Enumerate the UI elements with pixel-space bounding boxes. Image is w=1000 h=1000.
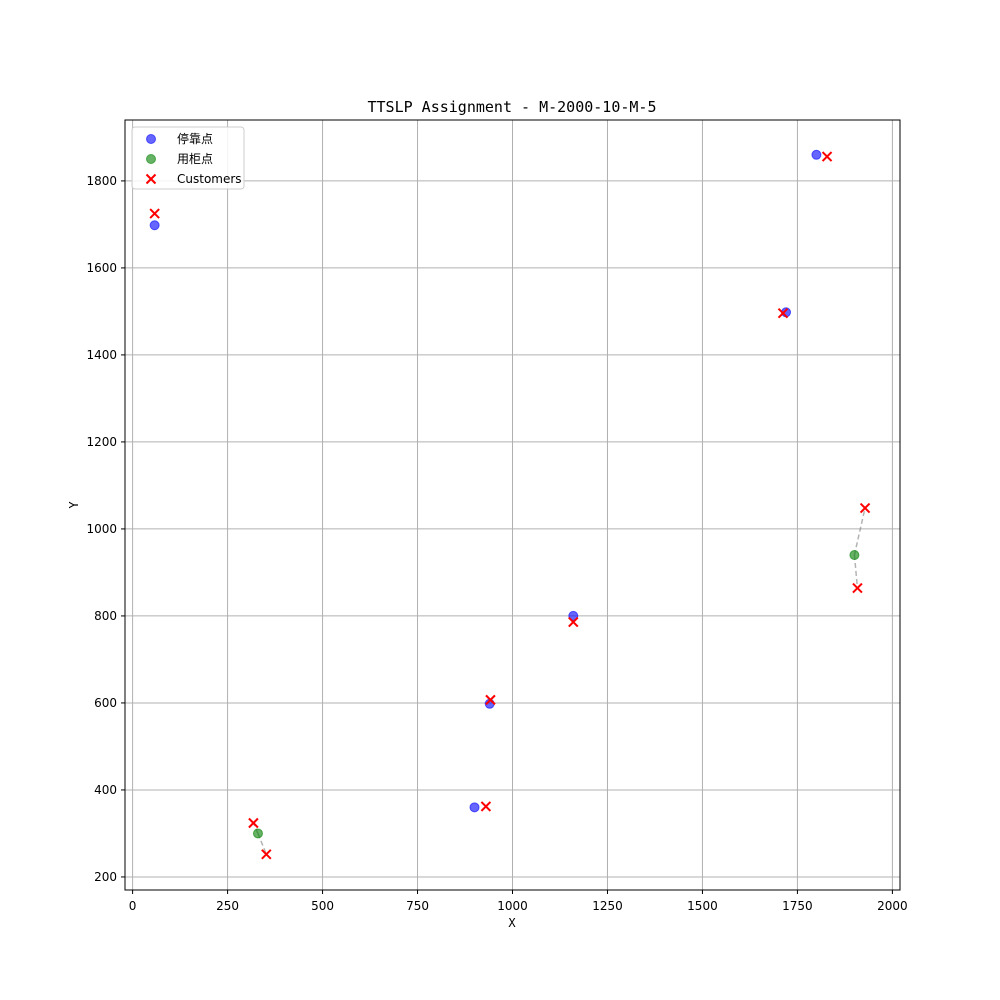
stop-point — [568, 610, 579, 621]
y-tick-label: 1400 — [86, 348, 117, 362]
locker-point — [849, 550, 860, 561]
x-tick-label: 750 — [406, 899, 429, 913]
y-axis-label: Y — [67, 501, 81, 509]
customer-point — [821, 151, 833, 162]
customer-point — [568, 616, 579, 628]
locker-point — [252, 828, 263, 839]
customer-point — [261, 849, 272, 860]
stop-point — [469, 802, 480, 813]
x-tick-label: 500 — [311, 899, 334, 913]
y-tick-label: 400 — [94, 783, 117, 797]
x-tick-label: 0 — [129, 899, 137, 913]
assignment-line — [853, 507, 866, 556]
axis-ticks: 0 250 500 750 1000 1250 1500 1750 2000 200 400 600 8… — [86, 174, 907, 913]
y-tick-label: 1600 — [86, 261, 117, 275]
x-tick-label: 2000 — [877, 899, 908, 913]
y-tick-label: 1800 — [86, 174, 117, 188]
customer-point — [777, 307, 789, 319]
y-tick-label: 1200 — [86, 435, 117, 449]
customer-point — [480, 801, 492, 812]
stop-point — [149, 220, 160, 231]
y-tick-label: 800 — [94, 609, 117, 623]
assignment-line — [853, 554, 859, 589]
legend-marker-customers — [145, 173, 157, 185]
x-tick-label: 250 — [216, 899, 239, 913]
customer-point — [485, 694, 496, 706]
y-tick-label: 600 — [94, 696, 117, 710]
customer-point — [852, 582, 863, 594]
x-tick-label: 1250 — [592, 899, 623, 913]
grid-lines — [125, 120, 900, 890]
customer-point — [149, 208, 160, 219]
legend-marker-1 — [146, 154, 156, 164]
customer-point — [859, 502, 871, 514]
x-axis-label: X — [508, 916, 516, 930]
y-tick-label: 1000 — [86, 522, 117, 536]
x-tick-label: 1000 — [497, 899, 528, 913]
x-tick-label: 1500 — [687, 899, 718, 913]
x-tick-label: 1750 — [782, 899, 813, 913]
legend-box — [131, 126, 245, 190]
legend-label: 停靠点 — [177, 131, 213, 146]
chart-title: TTSLP Assignment - M-2000-10-M-5 — [368, 98, 657, 116]
legend-marker-0 — [146, 134, 156, 144]
data-points — [149, 149, 871, 860]
legend-label: 用柜点 — [177, 152, 213, 166]
legend-label: Customers — [177, 172, 242, 186]
y-tick-label: 200 — [94, 870, 117, 884]
stop-point — [811, 149, 822, 160]
customer-point — [248, 817, 259, 829]
